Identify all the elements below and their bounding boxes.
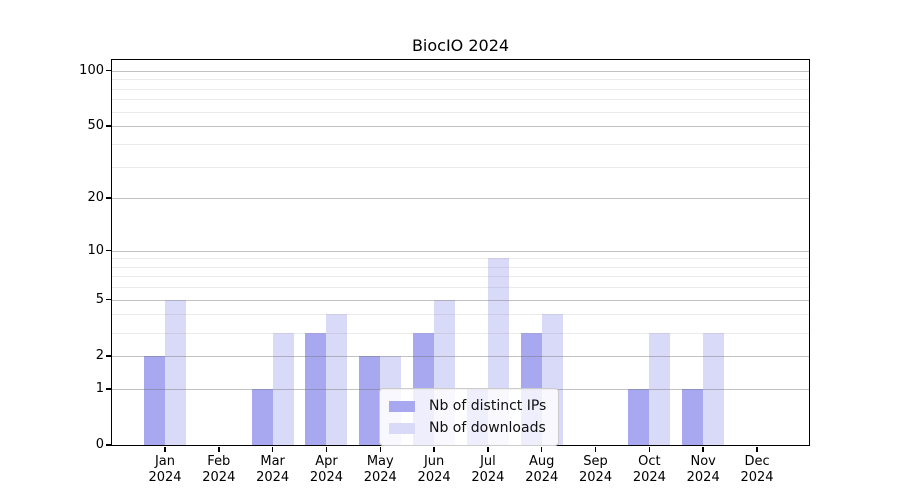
legend-swatch-downloads (389, 422, 415, 434)
x-tick-mark (271, 447, 274, 452)
y-tick-mark (106, 355, 111, 357)
x-tick-mark (218, 447, 220, 452)
bar-distinct-ips (359, 355, 381, 445)
y-tick-mark (106, 249, 111, 252)
x-tick-mark (379, 447, 382, 452)
x-tick-label: Nov 2024 (675, 454, 731, 485)
x-tick-label: Mar 2024 (245, 454, 301, 485)
y-tick-label: 5 (95, 291, 104, 307)
bar-distinct-ips (628, 388, 650, 445)
y-tick-mark (106, 388, 111, 390)
y-tick-mark (106, 125, 111, 127)
y-tick-mark (106, 444, 111, 446)
legend-item-distinct-ips: Nb of distinct IPs (389, 395, 546, 417)
x-tick-mark (164, 447, 166, 452)
y-tick-label: 2 (95, 347, 104, 363)
y-tick-label: 10 (87, 242, 104, 258)
bar-downloads (326, 314, 348, 445)
x-tick-mark (756, 447, 758, 452)
x-tick-year: 2024 (417, 469, 451, 485)
legend-label-downloads: Nb of downloads (429, 420, 546, 436)
chart-title: BiocIO 2024 (411, 36, 510, 55)
x-tick-year: 2024 (148, 469, 182, 485)
y-tick-label: 20 (87, 190, 104, 206)
x-tick-label: May 2024 (352, 454, 408, 485)
x-tick-label: Feb 2024 (191, 454, 247, 485)
bar-distinct-ips (305, 332, 327, 445)
x-tick-label: Jun 2024 (406, 454, 462, 485)
bar-downloads (165, 299, 186, 445)
y-tick-mark (106, 197, 111, 199)
legend-label-distinct-ips: Nb of distinct IPs (429, 398, 547, 414)
x-tick-label: Jul 2024 (460, 454, 516, 485)
x-tick-year: 2024 (686, 469, 720, 485)
legend: Nb of distinct IPs Nb of downloads (379, 388, 560, 446)
x-tick-mark (702, 447, 704, 452)
x-tick-mark (433, 447, 435, 452)
plot-area: Nb of distinct IPs Nb of downloads (111, 59, 810, 446)
bar-downloads (272, 332, 294, 445)
x-tick-year: 2024 (256, 469, 290, 485)
x-tick-mark (648, 447, 651, 452)
x-tick-year: 2024 (309, 469, 343, 485)
x-tick-year: 2024 (525, 469, 559, 485)
y-tick-label: 1 (95, 380, 104, 396)
bar-distinct-ips (682, 388, 704, 445)
y-tick-mark (106, 298, 111, 301)
x-tick-year: 2024 (363, 469, 397, 485)
bar-distinct-ips (251, 388, 273, 445)
x-tick-year: 2024 (632, 469, 666, 485)
x-tick-label: Aug 2024 (514, 454, 570, 485)
y-tick-label: 100 (79, 62, 104, 78)
y-tick-mark (106, 69, 111, 72)
x-tick-year: 2024 (579, 469, 613, 485)
x-tick-label: Apr 2024 (298, 454, 354, 485)
x-tick-label: Sep 2024 (568, 454, 624, 485)
x-tick-year: 2024 (740, 469, 774, 485)
bar-downloads (649, 332, 671, 445)
x-tick-label: Dec 2024 (729, 454, 785, 485)
x-tick-year: 2024 (471, 469, 505, 485)
x-tick-label: Oct 2024 (621, 454, 677, 485)
legend-item-downloads: Nb of downloads (389, 417, 546, 439)
x-tick-mark (487, 447, 489, 452)
x-tick-mark (325, 447, 328, 452)
x-tick-year: 2024 (202, 469, 236, 485)
bar-downloads (703, 332, 725, 445)
bar-distinct-ips (144, 355, 165, 445)
x-tick-label: Jan 2024 (137, 454, 193, 485)
y-tick-label: 0 (95, 437, 104, 452)
y-tick-label: 50 (87, 118, 104, 134)
x-tick-mark (540, 447, 543, 452)
x-tick-mark (594, 447, 597, 452)
legend-swatch-distinct-ips (389, 400, 415, 412)
